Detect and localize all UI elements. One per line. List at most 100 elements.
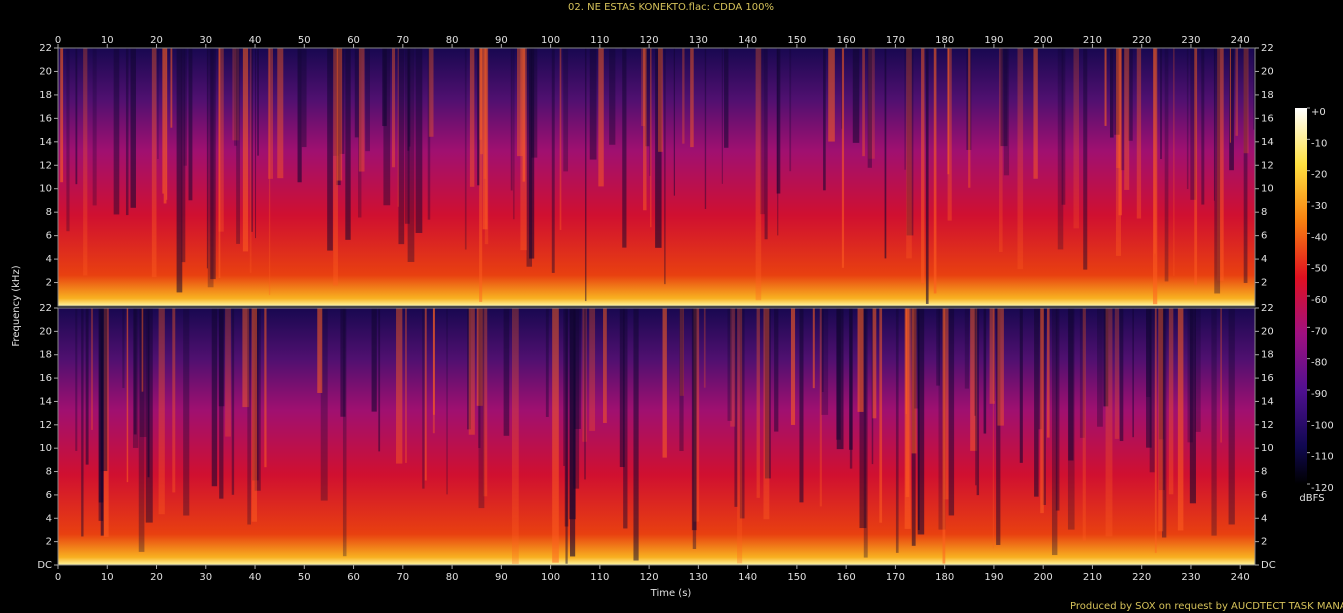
texture: [563, 48, 569, 172]
x-tick-label: 210: [1083, 572, 1102, 583]
texture: [992, 308, 994, 549]
texture: [432, 308, 435, 434]
texture: [234, 48, 238, 146]
texture: [1017, 48, 1024, 270]
texture: [565, 308, 568, 564]
texture: [598, 48, 604, 187]
x-tick-label: 120: [640, 572, 659, 583]
y-tick-label: 14: [39, 396, 52, 407]
texture: [947, 48, 950, 175]
texture: [821, 308, 829, 415]
texture: [662, 308, 667, 458]
texture: [643, 48, 647, 211]
texture: [407, 48, 410, 151]
texture: [382, 48, 387, 127]
texture: [1057, 48, 1064, 250]
panel-frame: [57, 47, 1256, 307]
texture: [703, 308, 706, 388]
texture: [408, 48, 411, 147]
y-tick-label: 2: [1261, 278, 1267, 289]
texture: [211, 308, 218, 487]
texture: [151, 48, 157, 278]
y-tick-label: 20: [1261, 326, 1274, 337]
texture: [989, 308, 995, 404]
texture: [1213, 48, 1215, 201]
texture: [925, 48, 929, 304]
texture: [92, 48, 97, 206]
texture: [371, 308, 377, 412]
texture: [469, 48, 475, 187]
x-tick-label: 120: [640, 35, 659, 46]
texture: [545, 308, 549, 417]
x-tick-label: 190: [984, 35, 1003, 46]
texture: [1243, 48, 1248, 283]
y-tick-label: 18: [1261, 350, 1274, 361]
texture: [933, 48, 937, 294]
y-tick-label: 6: [1261, 490, 1267, 501]
texture: [1154, 308, 1157, 553]
texture: [1253, 48, 1255, 130]
texture: [739, 308, 745, 519]
texture: [170, 48, 173, 128]
texture: [354, 48, 359, 138]
texture: [378, 308, 381, 452]
texture: [823, 48, 826, 191]
texture: [1158, 308, 1164, 440]
texture: [936, 308, 940, 386]
texture: [188, 48, 193, 201]
texture: [917, 308, 925, 535]
texture: [1189, 308, 1196, 504]
texture: [1220, 308, 1222, 443]
texture: [1154, 48, 1156, 254]
x-tick-label: 200: [1034, 572, 1053, 583]
texture: [641, 48, 645, 127]
texture: [904, 308, 911, 529]
colorbar-tick-label: -30: [1311, 201, 1327, 212]
y-tick-label: 16: [39, 373, 52, 384]
x-tick-label: 10: [101, 572, 114, 583]
texture: [1187, 308, 1193, 443]
texture: [522, 48, 526, 182]
texture: [812, 308, 815, 389]
y-tick-label: 12: [1261, 160, 1274, 171]
texture: [268, 48, 271, 296]
texture: [658, 48, 663, 152]
texture: [1164, 48, 1169, 282]
texture: [468, 308, 475, 435]
x-tick-label: 140: [738, 35, 757, 46]
colorbar-tick-label: +0: [1311, 107, 1326, 118]
spectrogram-panel: [58, 308, 1255, 565]
colorbar-tick-label: -20: [1311, 170, 1327, 181]
x-tick-label: 50: [298, 572, 311, 583]
colorbar-tick-label: -60: [1311, 295, 1327, 306]
texture: [755, 48, 762, 301]
texture: [564, 308, 569, 527]
texture: [974, 308, 976, 416]
texture: [157, 48, 159, 160]
texture: [884, 48, 887, 259]
texture: [482, 48, 488, 230]
texture: [428, 48, 434, 137]
texture: [921, 48, 925, 284]
texture: [232, 48, 240, 141]
x-tick-label: 100: [541, 35, 560, 46]
texture: [1103, 308, 1109, 407]
texture: [948, 308, 955, 516]
texture: [691, 308, 697, 531]
texture: [996, 308, 1001, 545]
texture: [763, 308, 770, 520]
texture: [1168, 308, 1174, 495]
y-tick-label: 2: [46, 278, 52, 289]
texture: [943, 308, 949, 500]
texture: [464, 48, 467, 250]
texture: [906, 48, 914, 236]
texture: [559, 48, 562, 230]
texture: [207, 48, 214, 288]
colorbar-tick-label: -40: [1311, 232, 1327, 243]
texture: [828, 48, 835, 142]
texture: [165, 48, 168, 200]
y-tick-label: DC: [1261, 560, 1276, 571]
y-tick-label: 10: [39, 184, 52, 195]
texture: [130, 48, 136, 208]
x-tick-label: 130: [689, 35, 708, 46]
